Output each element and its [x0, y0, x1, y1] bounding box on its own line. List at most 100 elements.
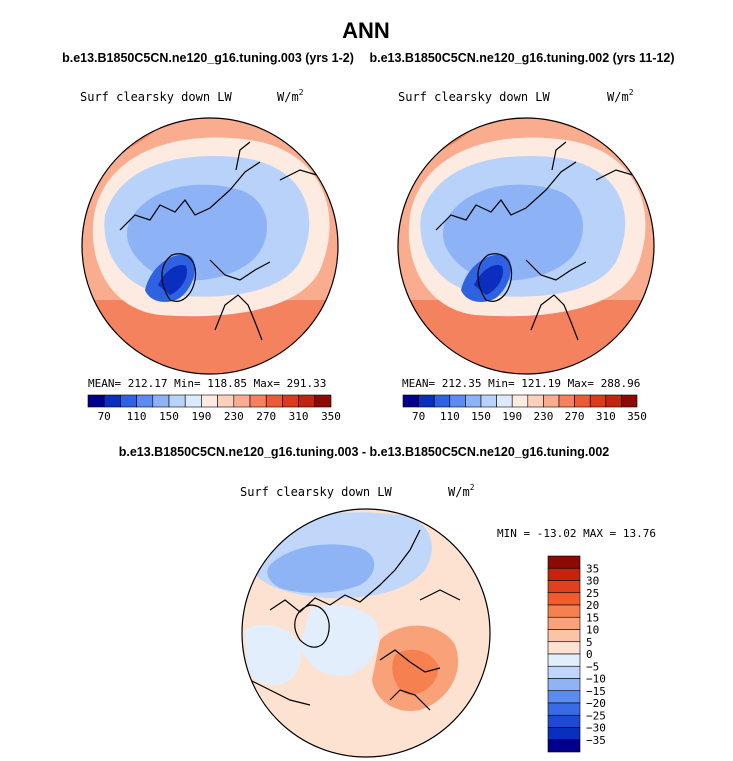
colorbar-left-swatch — [282, 394, 299, 408]
panel-right-subtitle: b.e13.B1850C5CN.ne120_g16.tuning.002 (yr… — [369, 51, 674, 65]
colorbar-right-swatch — [402, 394, 419, 408]
map-left-mid-blue — [126, 184, 267, 281]
map-diff-coastlines — [249, 529, 461, 711]
colorbar-right-swatch — [418, 394, 435, 408]
colorbar-diff-swatch — [547, 727, 581, 741]
panel-left: b.e13.B1850C5CN.ne120_g16.tuning.003 (yr… — [62, 51, 354, 423]
colorbar-diff-tick-label: 30 — [586, 575, 599, 588]
colorbar-right-tick-label: 350 — [627, 410, 647, 423]
panel-right-stats: MEAN= 212.35 Min= 121.19 Max= 288.96 — [402, 377, 640, 390]
colorbar-right-tick-label: 270 — [565, 410, 585, 423]
colorbar-diff-swatch — [547, 690, 581, 704]
colorbar-left-swatch — [298, 394, 316, 408]
panel-diff: b.e13.B1850C5CN.ne120_g16.tuning.003 - b… — [119, 445, 656, 758]
colorbar-left-swatch — [168, 394, 186, 408]
colorbar-left-swatch — [120, 394, 137, 408]
panel-diff-variable-label: Surf clearsky down LW — [240, 485, 392, 499]
colorbar-right-swatch — [558, 394, 575, 408]
map-left-greenland-core — [158, 264, 188, 295]
colorbar-right: 70 110 150 190 230 270 310 350 — [402, 394, 647, 423]
colorbar-diff-tick-label: 0 — [586, 648, 593, 661]
colorbar-diff-tick-label: 35 — [586, 562, 599, 575]
colorbar-diff-tick-label: −5 — [586, 660, 599, 673]
colorbar-left-swatch — [152, 394, 170, 408]
colorbar-left-tick-label: 350 — [321, 410, 341, 423]
colorbar-right-swatch — [496, 394, 513, 408]
colorbar-diff-swatch — [547, 714, 581, 728]
colorbar-diff-tick-label: −20 — [586, 697, 606, 710]
colorbar-left-swatch — [87, 394, 105, 408]
panel-right-variable-label: Surf clearsky down LW — [398, 90, 550, 104]
colorbar-diff-tick-label: 25 — [586, 587, 599, 600]
panel-diff-units-exp: 2 — [470, 483, 475, 492]
map-diff-blue-mid — [300, 604, 379, 676]
colorbar-right-swatch — [543, 394, 560, 408]
colorbar-left-swatch — [265, 394, 283, 408]
panel-right: b.e13.B1850C5CN.ne120_g16.tuning.002 (yr… — [369, 51, 674, 423]
colorbar-right-tick-label: 70 — [412, 410, 425, 423]
colorbar-diff-swatch — [547, 592, 581, 606]
colorbar-diff-swatch — [547, 629, 581, 643]
colorbar-right-swatch — [449, 394, 466, 408]
colorbar-right-swatch — [433, 394, 451, 408]
panel-right-units-base: W/m — [607, 90, 629, 104]
colorbar-diff-swatch — [547, 678, 581, 692]
polar-map-right-border — [397, 117, 655, 375]
panel-left-units: W/m2 — [277, 88, 304, 104]
colorbar-right-swatch — [480, 394, 497, 408]
panel-left-units-exp: 2 — [299, 88, 304, 97]
panel-diff-subtitle: b.e13.B1850C5CN.ne120_g16.tuning.003 - b… — [119, 445, 610, 459]
colorbar-right-tick-label: 310 — [596, 410, 616, 423]
panel-right-units: W/m2 — [607, 88, 634, 104]
colorbar-left-tick-label: 150 — [159, 410, 179, 423]
colorbar-diff-tick-label: −25 — [586, 709, 606, 722]
colorbar-diff-tick-label: 5 — [586, 636, 593, 649]
colorbar-right-swatch — [511, 394, 529, 408]
panel-diff-units: W/m2 — [448, 483, 475, 499]
map-right-coastlines — [435, 141, 637, 341]
polar-map-left — [82, 118, 338, 374]
colorbar-right-tick-label: 150 — [471, 410, 491, 423]
colorbar-right-swatch — [574, 394, 591, 408]
panel-diff-stats: MIN = -13.02 MAX = 13.76 — [497, 527, 656, 540]
colorbar-right-swatch — [465, 394, 482, 408]
colorbar-left-tick-label: 190 — [191, 410, 211, 423]
colorbar-diff-tick-label: 10 — [586, 624, 599, 637]
colorbar-left-tick-label: 70 — [98, 410, 111, 423]
colorbar-diff-swatch — [547, 665, 581, 679]
polar-map-left-border — [81, 117, 339, 375]
colorbar-diff-tick-label: −10 — [586, 673, 606, 686]
colorbar-diff-swatch — [547, 567, 581, 581]
colorbar-right-tick-label: 190 — [502, 410, 522, 423]
panel-left-units-base: W/m — [277, 90, 299, 104]
colorbar-right-tick-label: 110 — [440, 410, 460, 423]
colorbar-diff-tick-label: −15 — [586, 685, 606, 698]
colorbar-diff-tick-label: −35 — [586, 734, 606, 747]
map-right-mid-blue — [442, 184, 583, 281]
map-right-greenland-core — [474, 264, 504, 295]
map-diff-blue-core — [267, 544, 375, 593]
colorbar-left-tick-label: 110 — [127, 410, 147, 423]
map-diff-warm-core — [392, 649, 439, 695]
colorbar-diff-swatch — [547, 604, 581, 618]
colorbar-left-swatch — [314, 394, 332, 408]
colorbar-left-tick-label: 230 — [224, 410, 244, 423]
colorbar-right-swatch — [589, 394, 607, 408]
panel-left-subtitle: b.e13.B1850C5CN.ne120_g16.tuning.003 (yr… — [62, 51, 354, 65]
colorbar-diff-tick-label: −30 — [586, 722, 606, 735]
colorbar-diff-swatch — [547, 641, 581, 655]
panel-left-variable-label: Surf clearsky down LW — [80, 90, 232, 104]
panel-left-stats: MEAN= 212.17 Min= 118.85 Max= 291.33 — [88, 377, 326, 390]
colorbar-right-tick-label: 230 — [533, 410, 553, 423]
colorbar-left-swatch — [233, 394, 251, 408]
map-diff-blue-west — [245, 624, 302, 686]
colorbar-diff-tick-label: 20 — [586, 599, 599, 612]
colorbar-left: 70 110 150 190 230 270 310 350 — [87, 394, 341, 423]
colorbar-left-swatch — [217, 394, 235, 408]
panel-diff-units-base: W/m — [448, 485, 470, 499]
polar-map-diff — [242, 509, 490, 757]
panel-right-units-exp: 2 — [629, 88, 634, 97]
colorbar-left-swatch — [249, 394, 267, 408]
